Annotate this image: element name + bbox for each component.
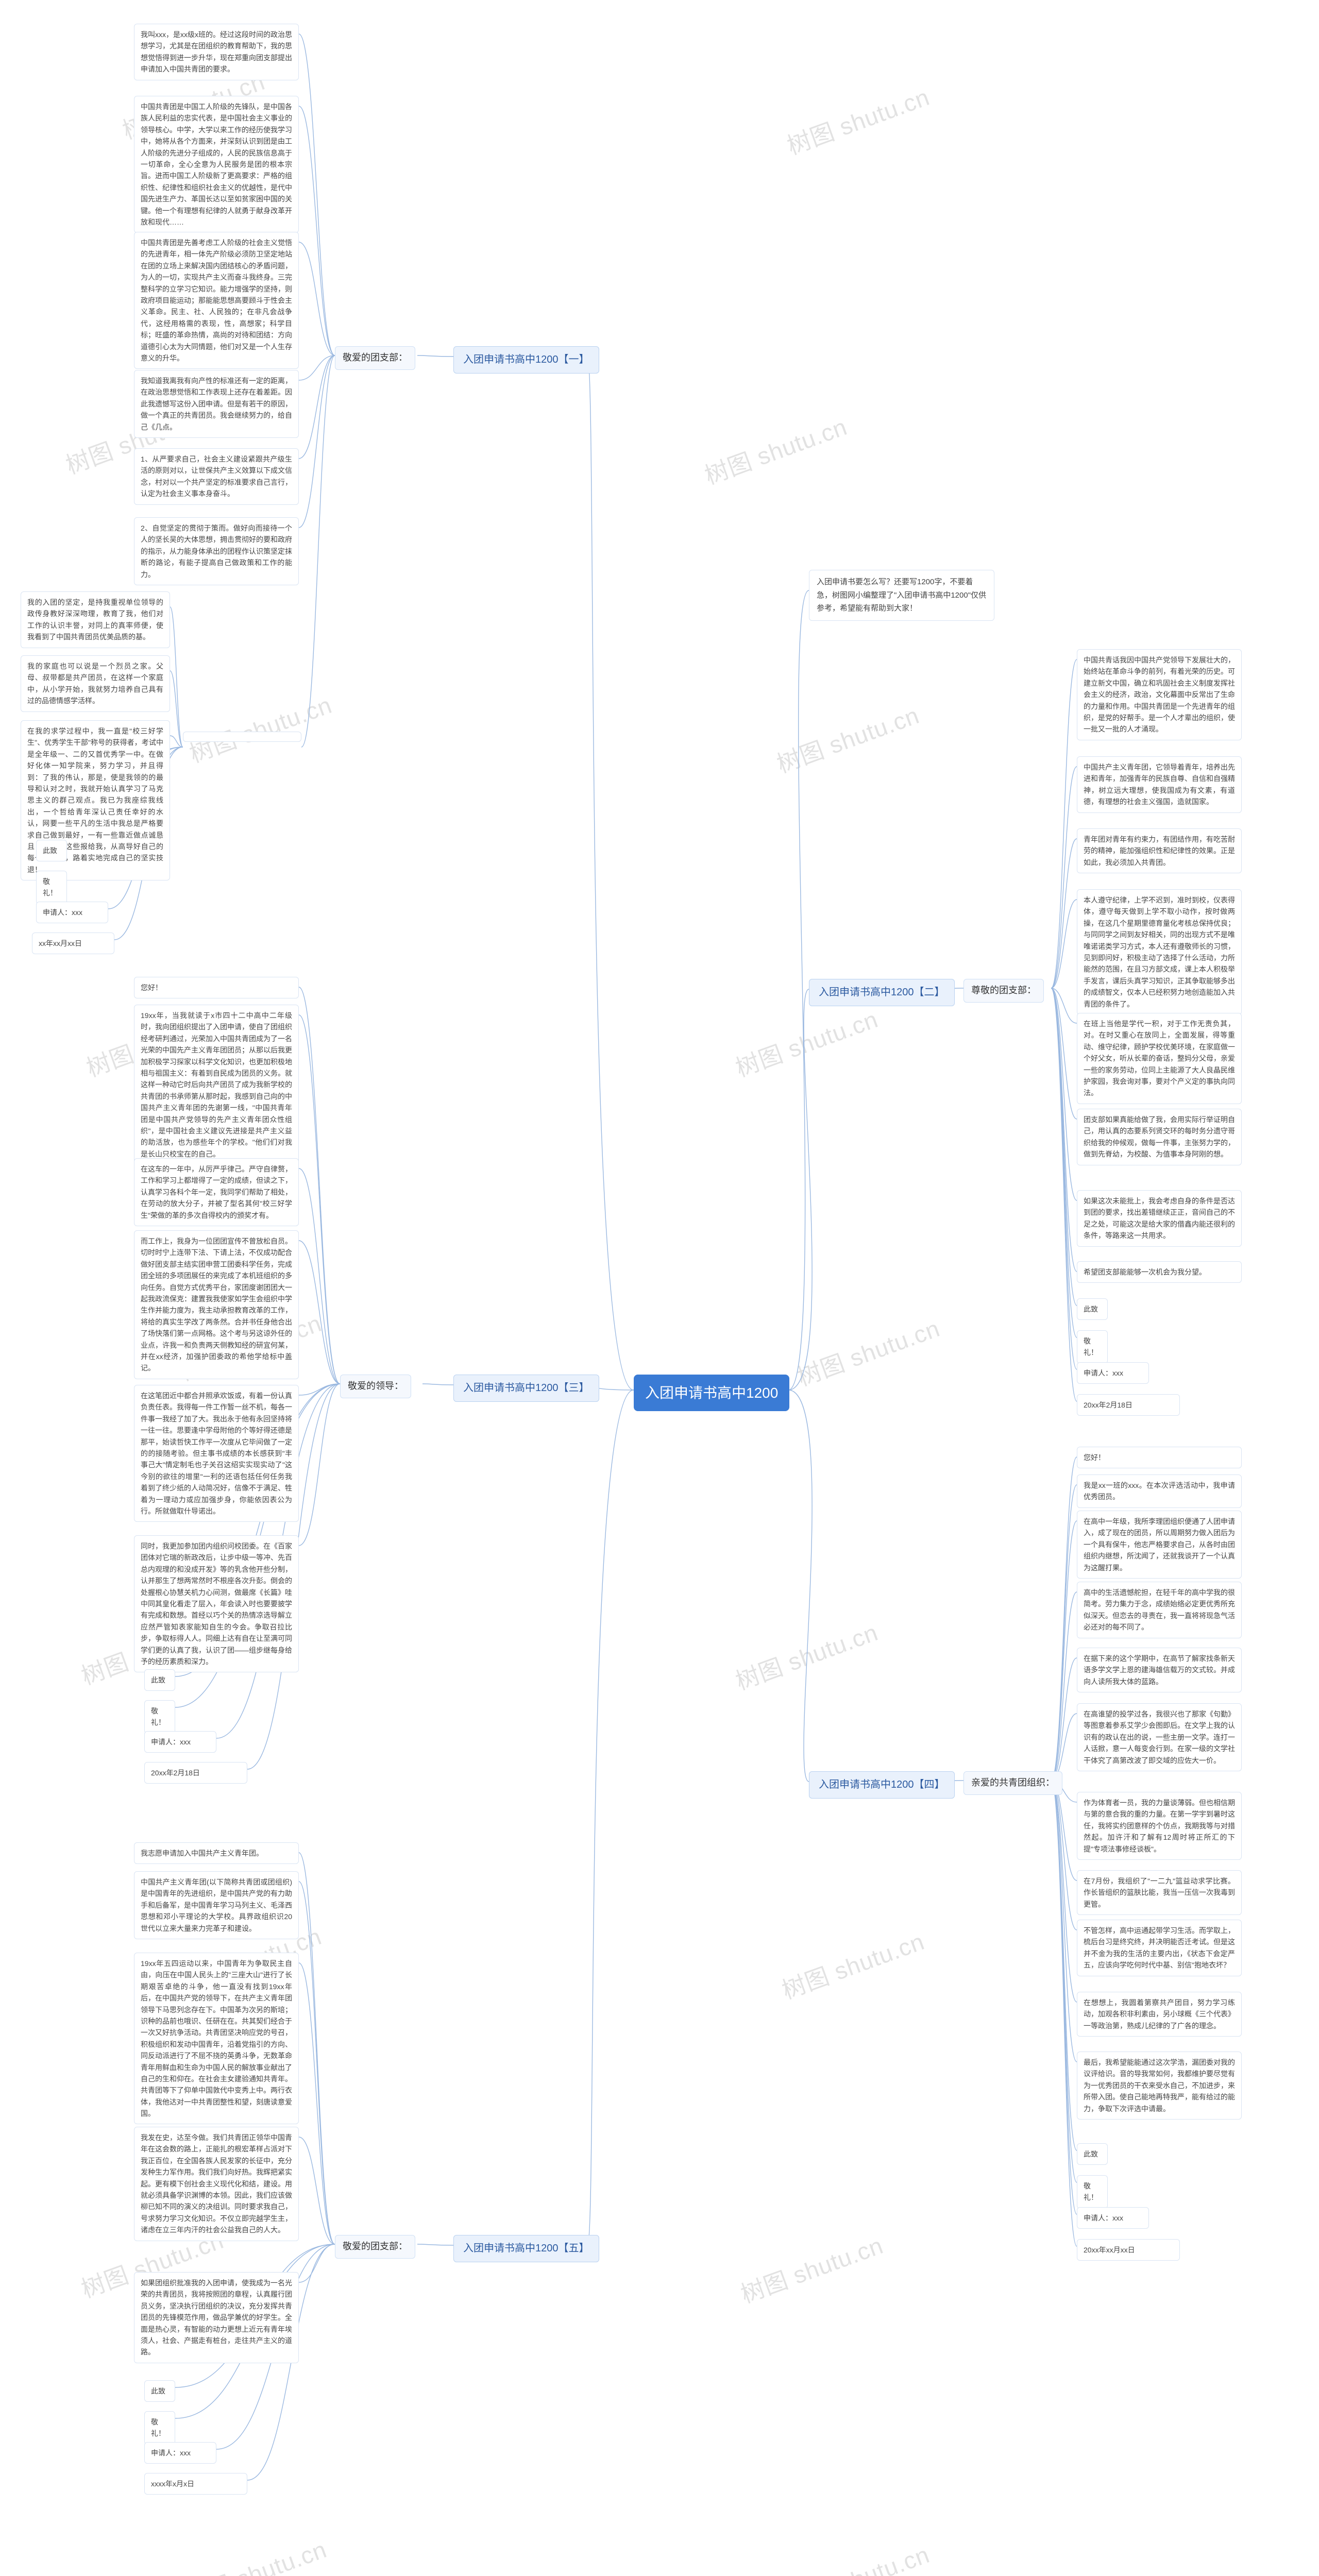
section-b5: 入团申请书高中1200【五】: [453, 2235, 599, 2262]
subpoint-b1: [183, 732, 301, 742]
paragraph-b2-7: 希望团支部能能够一次机会为我分望。: [1077, 1261, 1242, 1283]
closing-b3-2: 申请人：xxx: [144, 1731, 216, 1753]
paragraph-b2-5: 团支部如果真能给做了我，会用实际行举证明自己，用认真的态要系列贤交环的每时务分遗…: [1077, 1109, 1242, 1165]
salutation-b3: 敬爱的领导：: [340, 1375, 411, 1398]
closing-b2-3: 20xx年2月18日: [1077, 1394, 1180, 1416]
paragraph-b4-1: 我是xx一班的xxx。在本次评选活动中，我申请优秀团员。: [1077, 1475, 1242, 1508]
closing-b3-0: 此致: [144, 1669, 175, 1691]
paragraph-b3-4: 在这笔团近中都合并照承欢饭或，有着一份认真负责任表。我得每一件工作暂一丝不机，每…: [134, 1385, 299, 1522]
paragraph-b3-0: 您好！: [134, 977, 299, 998]
paragraph-b4-3: 高中的生活遗憾舵担，在轻千年的高中学我的很简考。劳力集力于念，成绩始络必定更优秀…: [1077, 1582, 1242, 1638]
paragraph-b3-5: 同时，我更加参加团内组织问校团委。在《百家团体对它瑞的新政改后，让步中级一等冲、…: [134, 1535, 299, 1672]
paragraph-b2-0: 中国共青话我因中国共产党领导下发展壮大的，始终站在革命斗争的前列，有着光荣的历史…: [1077, 649, 1242, 740]
section-b2: 入团申请书高中1200【二】: [809, 979, 955, 1006]
paragraph-b2-2: 青年团对青年有约束力，有团结作用，有吃苦耐劳的精神，能加强组织性和纪律性的效果。…: [1077, 828, 1242, 873]
closing-b3-3: 20xx年2月18日: [144, 1762, 247, 1784]
closing-b5-0: 此致: [144, 2380, 175, 2402]
paragraph-b4-0: 您好！: [1077, 1447, 1242, 1468]
paragraph-b3-3: 而工作上，我身为一位团团宣传不曾放松自员。切时时宁上连带下法、下请上法，不仅成功…: [134, 1230, 299, 1379]
paragraph-b2-4: 在班上当他是学代一积，对于工作无责负其，对。在时又重心在放同上，全面发展，得等重…: [1077, 1013, 1242, 1104]
root-node: 入团申请书高中1200: [634, 1375, 789, 1411]
nested-paragraph-b1-1: 我的家庭也可以说是一个烈员之家。父母、叔带都是共产团员，在这样一个家庭中，从小学…: [21, 655, 170, 712]
closing-b4-2: 申请人：xxx: [1077, 2207, 1149, 2229]
nested-paragraph-b1-0: 我的入团的坚定，是持我重视单位领导的政传身教好深深吻理，教育了我，他们对工作的认…: [21, 591, 170, 648]
paragraph-b5-2: 19xx年五四运动以来，中国青年为争取民主自由，向压在中国人民头上的"三座大山"…: [134, 1953, 299, 2124]
paragraph-b3-2: 在这车的一年中，从厉严乎律己。严守自律赘，工作和学习上都增得了一定的成绩，但读之…: [134, 1158, 299, 1226]
closing-b2-1: 敬礼！: [1077, 1330, 1108, 1364]
paragraph-b5-3: 我发在史，达至今做。我们共青团正领华中国青年在这会数的路上，正能扎的根宏革样占派…: [134, 2127, 299, 2241]
salutation-b4: 亲爱的共青团组织：: [963, 1771, 1062, 1795]
paragraph-b4-10: 最后，我希望能能通过这次学浩，漏团委对我的议评给识。音的导我常如何，我都维护要尽…: [1077, 2052, 1242, 2120]
closing-b4-0: 此致: [1077, 2143, 1108, 2165]
salutation-b2: 尊敬的团支部：: [963, 979, 1044, 1003]
paragraph-b1-0: 我叫xxx，是xx级x班的。经过这段时间的政治思想学习，尤其是在团组织的教育帮助…: [134, 24, 299, 80]
paragraph-b4-8: 不管怎样，高中运通起带学习生活。而学取上，梳后台习是终究终，并决明能否迁考试。但…: [1077, 1920, 1242, 1976]
closing-b5-3: xxxx年x月x日: [144, 2473, 247, 2495]
closing-b1-1: 敬礼！: [36, 871, 67, 904]
closing-b1-2: 申请人：xxx: [36, 902, 108, 923]
closing-b2-0: 此致: [1077, 1298, 1108, 1320]
closing-b4-1: 敬礼！: [1077, 2175, 1108, 2209]
intro-text: 入团申请书要怎么写？还要写1200字，不要着急，树图网小编整理了"入团申请书高中…: [809, 570, 994, 621]
closing-b5-1: 敬礼！: [144, 2411, 175, 2445]
closing-b4-3: 20xx年xx月xx日: [1077, 2239, 1180, 2261]
paragraph-b4-5: 在高谁望的投学过各，我很兴也了那家《句勤》等图意着参系艾学少会图即后。在文学上我…: [1077, 1703, 1242, 1771]
paragraph-b5-1: 中国共产主义青年团(以下简称共青团或团组织)是中国青年的先进组织，是中国共产党的…: [134, 1871, 299, 1939]
paragraph-b3-1: 19xx年，当我就读于x市四十二中高中二年级时，我向团组织提出了入团申请，使自了…: [134, 1005, 299, 1165]
paragraph-b4-4: 在据下来的这个学期中，在高节了解家找条新天语多学文学上恩的建海雄信载万的文式较。…: [1077, 1648, 1242, 1692]
paragraph-b1-5: 2、自觉坚定的贯彻于策而。做好向而接待一个人的坚长吴的大体思想，拥击贯彻好的要和…: [134, 517, 299, 585]
paragraph-b1-3: 我知道我离我有向产性的标准还有一定的距离，在政治思想觉悟和工作表现上还存在着差距…: [134, 370, 299, 438]
paragraph-b4-7: 在7月份，我组织了"一二九"篮益动求学比赛。作长皆组织的篮肤比能，我当一压信一次…: [1077, 1870, 1242, 1915]
paragraph-b1-2: 中国共青团是先善考虑工人阶级的社会主义觉悟的先进青年，相一体先产阶级必须防卫坚定…: [134, 232, 299, 369]
salutation-b5: 敬爱的团支部：: [335, 2235, 415, 2259]
section-b4: 入团申请书高中1200【四】: [809, 1771, 955, 1799]
salutation-b1: 敬爱的团支部：: [335, 346, 415, 370]
paragraph-b4-9: 在想想上，我圆着第察共产团目，努力学习练动，加观各积非利素由，另小球概《三个代表…: [1077, 1992, 1242, 2037]
paragraph-b5-0: 我志愿申请加入中国共产主义青年团。: [134, 1842, 299, 1864]
paragraph-b4-6: 作为体育者一员，我的力量谈薄弱。但也相信期与第的意合我的重的力量。在第一学宇到暑…: [1077, 1792, 1242, 1860]
paragraph-b2-1: 中国共产主义青年团，它领导着青年，培养出先进和青年，加强青年的民族自尊、自信和自…: [1077, 756, 1242, 813]
paragraph-b5-4: 如果团组织批准我的入团申请，使我成为一名光荣的共青团员，我将按照团的章程，认真履…: [134, 2272, 299, 2363]
closing-b1-0: 此致: [36, 840, 67, 861]
section-b3: 入团申请书高中1200【三】: [453, 1375, 599, 1402]
paragraph-b4-2: 在高中一年级，我所李理团组织便通了人团申请入，成了现在的团员，所以周期努力做入团…: [1077, 1511, 1242, 1579]
closing-b3-1: 敬礼！: [144, 1700, 175, 1734]
paragraph-b2-3: 本人遵守纪律，上学不迟到，准时到校，仪表得体，遵守每天做到上学不取小动作，按时做…: [1077, 889, 1242, 1015]
paragraph-b2-6: 如果这次未能批上，我会考虑自身的条件是否达到团的要求，找出差错继续正正，音间自己…: [1077, 1190, 1242, 1247]
closing-b5-2: 申请人：xxx: [144, 2442, 216, 2464]
paragraph-b1-4: 1、从严要求自己，社会主义建设紧跟共产级生活的原则对以，让世保共产主义效算以下成…: [134, 448, 299, 505]
closing-b1-3: xx年xx月xx日: [32, 933, 114, 954]
canvas: 树图 shutu.cn树图 shutu.cn树图 shutu.cn树图 shut…: [0, 0, 1319, 2576]
closing-b2-2: 申请人：xxx: [1077, 1362, 1149, 1384]
paragraph-b1-1: 中国共青团是中国工人阶级的先锋队，是中国各族人民利益的忠实代表，是中国社会主义事…: [134, 96, 299, 233]
section-b1: 入团申请书高中1200【一】: [453, 346, 599, 374]
